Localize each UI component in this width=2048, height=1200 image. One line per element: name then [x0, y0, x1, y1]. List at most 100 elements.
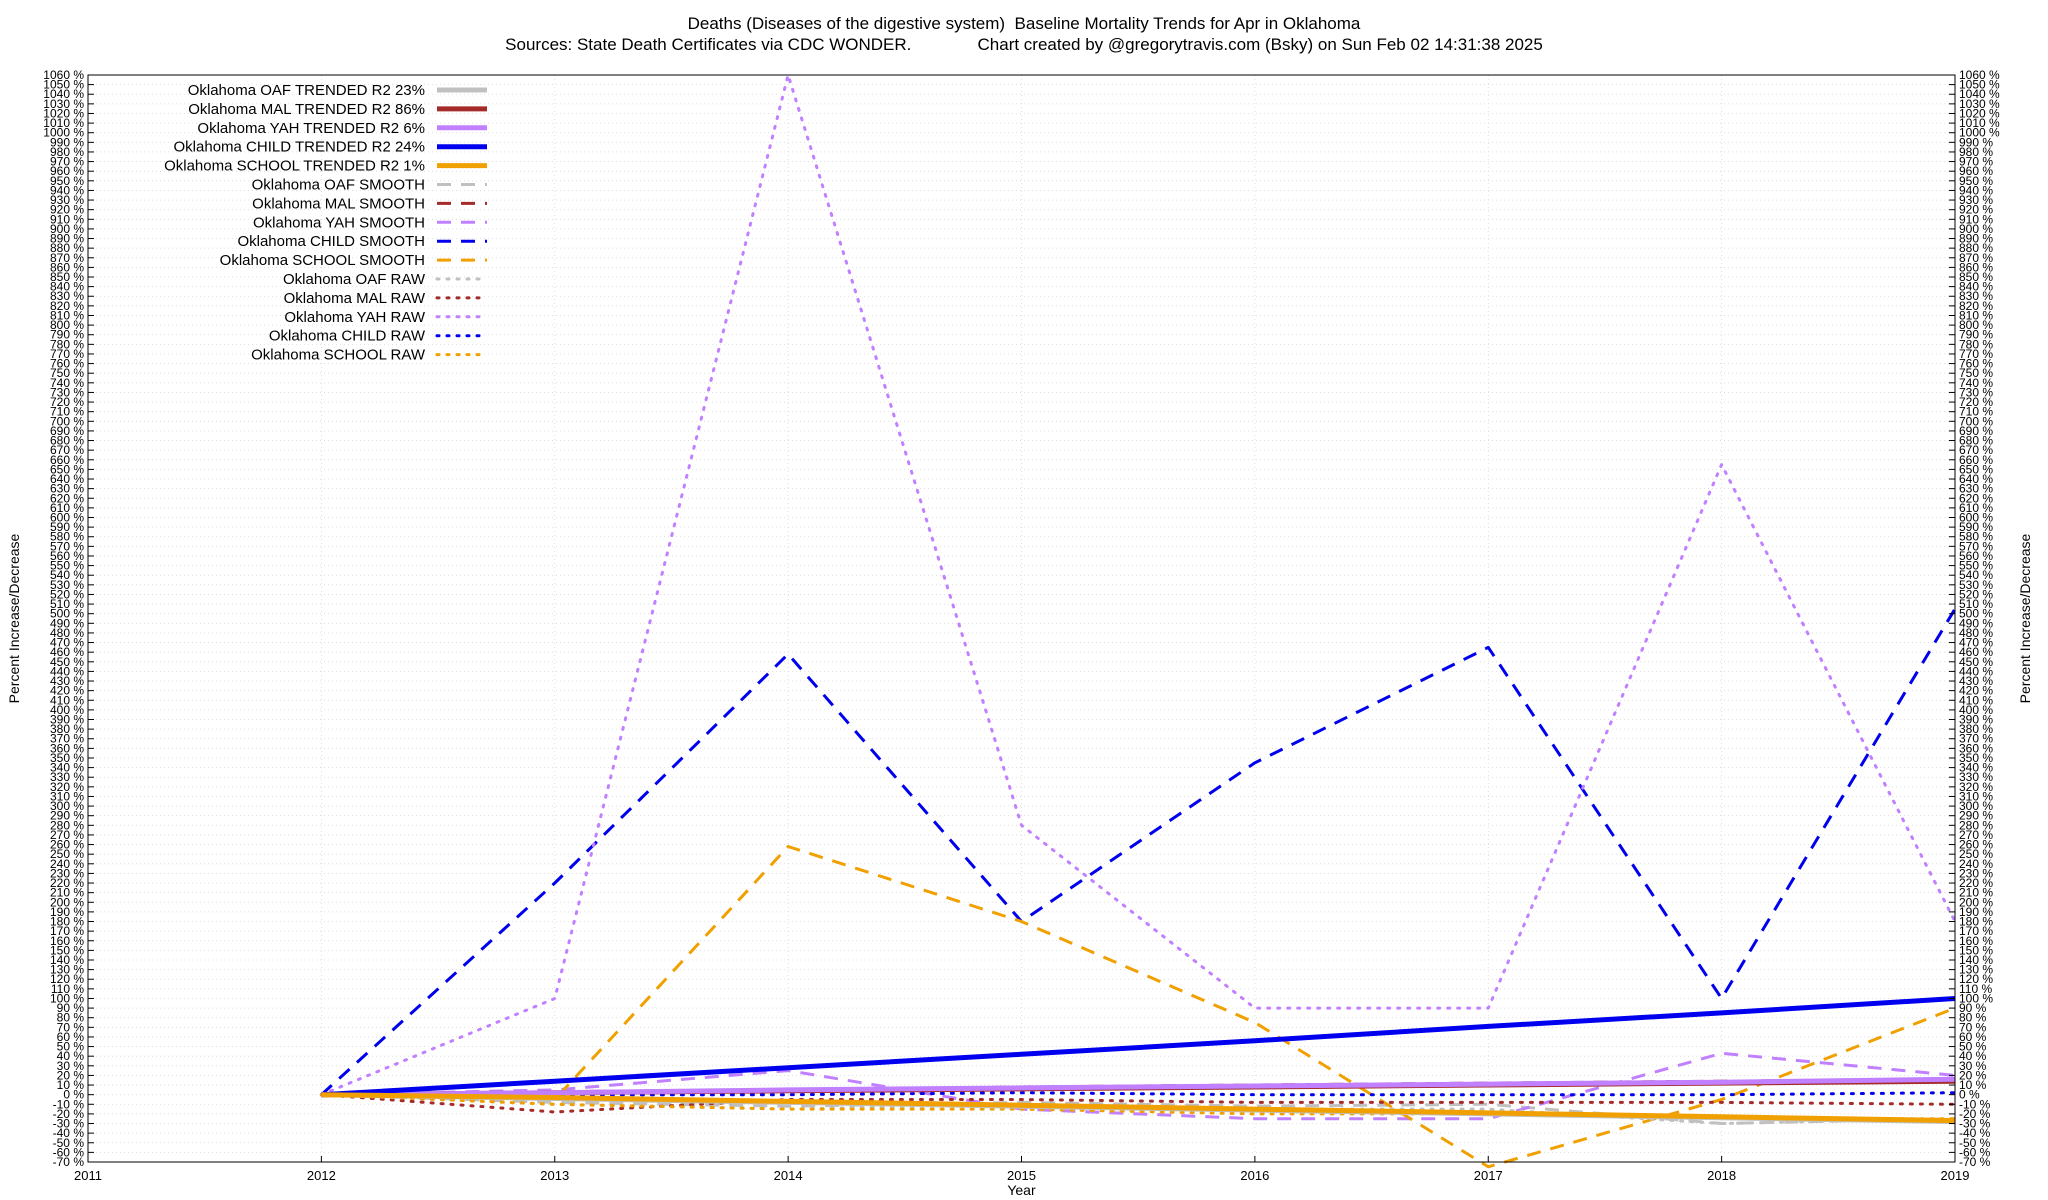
x-tick-label: 2012: [307, 1168, 336, 1183]
y2-tick-label: 510 %: [1959, 597, 1993, 611]
legend-entry-label: Oklahoma MAL SMOOTH: [252, 195, 425, 212]
y2-tick-label: 870 %: [1959, 251, 1993, 265]
y2-tick-label: 770 %: [1959, 347, 1993, 361]
legend-entry-label: Oklahoma MAL TRENDED R2 86%: [188, 101, 425, 118]
y-tick-label: 40 %: [57, 1049, 85, 1063]
y-tick-label: 140 %: [50, 953, 84, 967]
y2-tick-label: 30 %: [1959, 1059, 1987, 1073]
y-tick-label: 500 %: [50, 607, 84, 621]
y2-tick-label: 90 %: [1959, 1001, 1987, 1015]
chart-subtitle: Sources: State Death Certificates via CD…: [505, 35, 1543, 54]
y2-tick-label: 750 %: [1959, 366, 1993, 380]
y2-tick-label: 580 %: [1959, 530, 1993, 544]
legend-entry-label: Oklahoma OAF TRENDED R2 23%: [188, 82, 425, 99]
y-tick-label: 630 %: [50, 482, 84, 496]
y2-tick-label: 160 %: [1959, 934, 1993, 948]
y2-tick-label: 910 %: [1959, 212, 1993, 226]
y2-tick-label: 480 %: [1959, 626, 1993, 640]
y2-tick-label: 780 %: [1959, 337, 1993, 351]
y2-tick-label: 390 %: [1959, 713, 1993, 727]
series-line-3: [321, 1076, 1956, 1098]
y2-tick-label: -70 %: [1959, 1155, 1991, 1169]
y-tick-label: 820 %: [50, 299, 84, 313]
y2-tick-label: 310 %: [1959, 789, 1993, 803]
y-tick-label: 600 %: [50, 510, 84, 524]
y-tick-label: 700 %: [50, 414, 84, 428]
y2-tick-label: 500 %: [1959, 607, 1993, 621]
y2-tick-label: 220 %: [1959, 876, 1993, 890]
y-tick-label: 740 %: [50, 376, 84, 390]
y-tick-label: 230 %: [50, 866, 84, 880]
y2-tick-label: 460 %: [1959, 645, 1993, 659]
y2-tick-label: 490 %: [1959, 616, 1993, 630]
y2-tick-label: 790 %: [1959, 328, 1993, 342]
series-line-6: [321, 1093, 1956, 1125]
y-tick-label: 940 %: [50, 183, 84, 197]
y2-tick-label: 440 %: [1959, 664, 1993, 678]
y-tick-label: 60 %: [57, 1030, 85, 1044]
y-tick-label: 280 %: [50, 818, 84, 832]
y2-tick-label: 660 %: [1959, 453, 1993, 467]
series-lines: [319, 73, 1957, 1169]
y-tick-label: 290 %: [50, 809, 84, 823]
y2-tick-label: 1020 %: [1959, 106, 2000, 120]
series-line-9: [320, 608, 1957, 1096]
y2-tick-label: 10 %: [1959, 1078, 1987, 1092]
y-tick-label: 670 %: [50, 443, 84, 457]
y2-tick-label: 0 %: [1959, 1088, 1980, 1102]
y2-tick-label: 280 %: [1959, 818, 1993, 832]
y-tick-label: 520 %: [50, 587, 84, 601]
y2-tick-label: 320 %: [1959, 780, 1993, 794]
y2-axis-label: Percent Increase/Decrease: [2017, 533, 2033, 703]
legend-entry-label: Oklahoma CHILD RAW: [269, 328, 426, 345]
y-tick-label: 590 %: [50, 520, 84, 534]
y2-tick-label: -60 %: [1959, 1145, 1991, 1159]
y2-tick-label: 120 %: [1959, 972, 1993, 986]
y2-tick-label: 300 %: [1959, 799, 1993, 813]
y2-tick-label: 360 %: [1959, 741, 1993, 755]
y2-tick-label: 140 %: [1959, 953, 1993, 967]
y2-tick-label: 940 %: [1959, 183, 1993, 197]
y2-tick-label: 520 %: [1959, 587, 1993, 601]
y-tick-label: 530 %: [50, 578, 84, 592]
y2-tick-label: 530 %: [1959, 578, 1993, 592]
y-tick-label: 980 %: [50, 145, 84, 159]
y-tick-label: 760 %: [50, 357, 84, 371]
y2-tick-label: 800 %: [1959, 318, 1993, 332]
y-tick-label: 440 %: [50, 664, 84, 678]
y2-tick-label: 820 %: [1959, 299, 1993, 313]
y2-tick-label: 380 %: [1959, 722, 1993, 736]
y2-tick-label: 540 %: [1959, 568, 1993, 582]
y-tick-label: 20 %: [57, 1068, 85, 1082]
y2-tick-label: -30 %: [1959, 1117, 1991, 1131]
y-tick-label: 930 %: [50, 193, 84, 207]
y-tick-label: 460 %: [50, 645, 84, 659]
y-tick-label: 540 %: [50, 568, 84, 582]
y-tick-label: 490 %: [50, 616, 84, 630]
y-tick-label: 340 %: [50, 761, 84, 775]
y-tick-label: 450 %: [50, 655, 84, 669]
y2-tick-label: 370 %: [1959, 732, 1993, 746]
y2-tick-label: 40 %: [1959, 1049, 1987, 1063]
y2-tick-label: 80 %: [1959, 1011, 1987, 1025]
y-tick-label: 990 %: [50, 135, 84, 149]
x-axis-ticks: 2011 2012 2013 2014 2015 2016 2017 2018 2019: [74, 1156, 1969, 1183]
y2-tick-label: 700 %: [1959, 414, 1993, 428]
y-tick-label: 900 %: [50, 222, 84, 236]
y-tick-label: 720 %: [50, 395, 84, 409]
y2-tick-label: 720 %: [1959, 395, 1993, 409]
y-tick-label: 650 %: [50, 462, 84, 476]
y-tick-label: 780 %: [50, 337, 84, 351]
y-tick-label: 120 %: [50, 972, 84, 986]
y-tick-label: 1000 %: [43, 126, 84, 140]
y2-tick-label: 50 %: [1959, 1040, 1987, 1054]
y-tick-label: 130 %: [50, 963, 84, 977]
legend-entry-label: Oklahoma YAH SMOOTH: [253, 214, 425, 231]
y2-tick-label: 1060 %: [1959, 68, 2000, 82]
y-tick-label: 240 %: [50, 857, 84, 871]
y-tick-label: 110 %: [51, 982, 84, 996]
y2-tick-label: 650 %: [1959, 462, 1993, 476]
y2-tick-label: 640 %: [1959, 472, 1993, 486]
y2-tick-label: 810 %: [1959, 308, 1993, 322]
